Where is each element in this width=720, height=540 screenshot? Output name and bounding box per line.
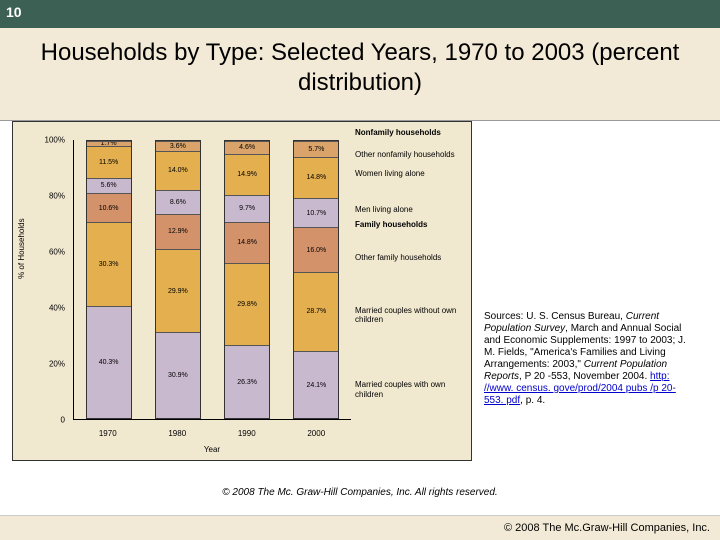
bar-1990: 4.6%14.9%9.7%14.8%29.8%26.3% [224,140,270,419]
content-row: % of Households 0 20% 40% 60% 80% 100% 1.7%11… [0,121,720,481]
x-axis-labels: 1970 1980 1990 2000 [73,429,351,438]
segment-other_family: 14.8% [225,222,269,263]
segment-women_alone: 11.5% [87,146,131,178]
source-prefix: Sources: U. S. Census Bureau, [484,311,626,322]
y-tick: 80% [41,192,69,201]
footer-bar: © 2008 The Mc.Graw-Hill Companies, Inc. [0,515,720,540]
center-copyright: © 2008 The Mc. Graw-Hill Companies, Inc.… [0,487,720,498]
segment-other_nonfamily: 5.7% [294,141,338,157]
y-axis-label: % of Households [17,218,26,278]
x-label: 2000 [307,429,325,438]
segment-women_alone: 14.0% [156,151,200,190]
y-tick: 20% [41,360,69,369]
x-axis-title: Year [73,445,351,454]
segment-other_family: 10.6% [87,193,131,222]
title-band: Households by Type: Selected Years, 1970… [0,28,720,121]
x-label: 1970 [99,429,117,438]
legend-group-nonfamily: Nonfamily households [355,128,441,138]
legend-item-other_family: Other family households [355,253,441,263]
segment-married_with_children: 26.3% [225,345,269,418]
legend-item-women_alone: Women living alone [355,169,425,179]
segment-women_alone: 14.9% [225,154,269,195]
segment-other_family: 16.0% [294,227,338,271]
source-citation: Sources: U. S. Census Bureau, Current Po… [472,121,702,407]
x-label: 1980 [168,429,186,438]
source-mid2: , P 20 -553, November 2004. [519,371,650,382]
legend-item-married_no_children: Married couples without own children [355,306,467,325]
segment-married_no_children: 29.9% [156,249,200,332]
segment-men_alone: 9.7% [225,195,269,222]
y-tick: 40% [41,304,69,313]
footer-copyright: © 2008 The Mc.Graw-Hill Companies, Inc. [504,522,710,534]
segment-married_with_children: 24.1% [294,351,338,418]
segment-men_alone: 10.7% [294,198,338,228]
legend-item-men_alone: Men living alone [355,205,413,215]
y-tick: 60% [41,248,69,257]
segment-other_family: 12.9% [156,214,200,250]
segment-married_no_children: 30.3% [87,222,131,306]
slide-number-bar: 10 [0,0,720,28]
segment-men_alone: 5.6% [87,178,131,194]
x-label: 1990 [238,429,256,438]
segment-married_with_children: 30.9% [156,332,200,418]
plot-area: 1.7%11.5%5.6%10.6%30.3%40.3% 3.6%14.0%8.6… [73,140,351,420]
source-tail: , p. 4. [520,395,545,406]
legend-group-family: Family households [355,220,427,230]
segment-women_alone: 14.8% [294,157,338,198]
slide-title: Households by Type: Selected Years, 1970… [16,38,704,98]
segment-married_with_children: 40.3% [87,306,131,418]
slide-number: 10 [6,4,22,20]
segment-married_no_children: 28.7% [294,272,338,351]
y-axis: 020%40%60%80%100% [41,140,69,420]
segment-other_nonfamily: 4.6% [225,141,269,154]
bar-1980: 3.6%14.0%8.6%12.9%29.9%30.9% [155,140,201,419]
segment-married_no_children: 29.8% [225,263,269,345]
legend-item-married_with_children: Married couples with own children [355,380,467,399]
y-tick: 100% [41,136,69,145]
bar-1970: 1.7%11.5%5.6%10.6%30.3%40.3% [86,140,132,419]
stacked-bar-chart: % of Households 0 20% 40% 60% 80% 100% 1.7%11… [12,121,472,461]
y-tick: 0 [41,416,69,425]
segment-other_nonfamily: 3.6% [156,141,200,151]
legend-item-other_nonfamily: Other nonfamily households [355,150,455,160]
bar-2000: 5.7%14.8%10.7%16.0%28.7%24.1% [293,140,339,419]
segment-men_alone: 8.6% [156,190,200,214]
